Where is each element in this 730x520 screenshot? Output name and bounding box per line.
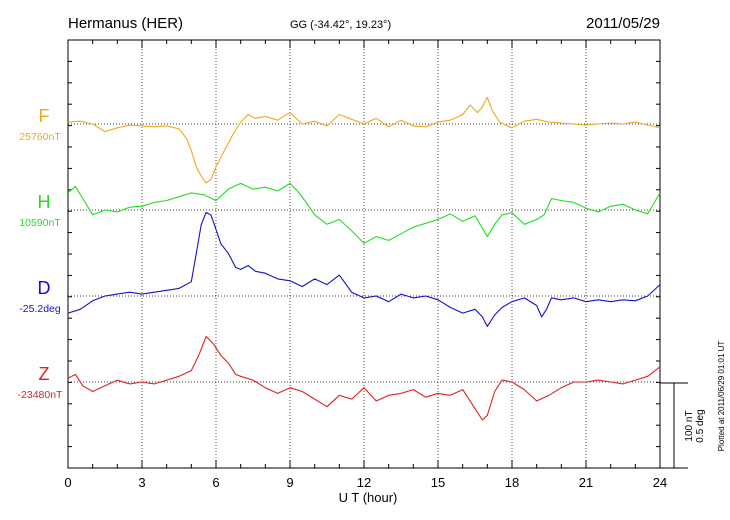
x-tick-labels: 0 3 6 9 12 15 18 21 24 bbox=[64, 475, 667, 490]
series-baseline-F: 25760nT bbox=[19, 131, 61, 143]
x-tick-label-15: 15 bbox=[431, 475, 445, 490]
series-line-D bbox=[67, 211, 661, 327]
x-tick-label-12: 12 bbox=[357, 475, 371, 490]
plotted-note: Plotted at 2011/06/29 01:01 UT bbox=[717, 341, 726, 452]
series-name-Z: Z bbox=[39, 364, 50, 384]
series-line-H bbox=[67, 182, 661, 244]
series-line-Z bbox=[67, 335, 661, 421]
x-tick-label-3: 3 bbox=[138, 475, 145, 490]
x-tick-label-21: 21 bbox=[579, 475, 593, 490]
x-tick-label-9: 9 bbox=[286, 475, 293, 490]
series-baseline-D: -25.2deg bbox=[19, 303, 61, 315]
series-labels: F 25760nT H 10590nT D -25.2deg Z -23480nT bbox=[18, 106, 64, 401]
station-coords: GG (-34.42°, 19.23°) bbox=[290, 19, 391, 31]
x-tick-label-6: 6 bbox=[212, 475, 219, 490]
series-name-H: H bbox=[38, 192, 51, 212]
x-tick-label-0: 0 bbox=[64, 475, 71, 490]
scale-label-nt: 100 nT bbox=[684, 410, 695, 441]
scale-label-deg: 0.5 deg bbox=[695, 409, 706, 442]
scale-bar bbox=[660, 382, 688, 469]
series-baseline-H: 10590nT bbox=[19, 217, 61, 229]
grid-lines bbox=[68, 40, 660, 468]
x-axis-label: U T (hour) bbox=[339, 490, 398, 505]
series-line-F bbox=[67, 96, 661, 184]
station-title: Hermanus (HER) bbox=[68, 15, 183, 32]
x-tick-label-18: 18 bbox=[505, 475, 519, 490]
series-baseline-Z: -23480nT bbox=[18, 389, 64, 401]
axis-ticks bbox=[67, 40, 661, 469]
chart-date: 2011/05/29 bbox=[586, 15, 660, 32]
x-tick-label-24: 24 bbox=[653, 475, 667, 490]
series-name-D: D bbox=[38, 278, 51, 298]
series-group bbox=[67, 96, 661, 421]
series-name-F: F bbox=[39, 106, 50, 126]
